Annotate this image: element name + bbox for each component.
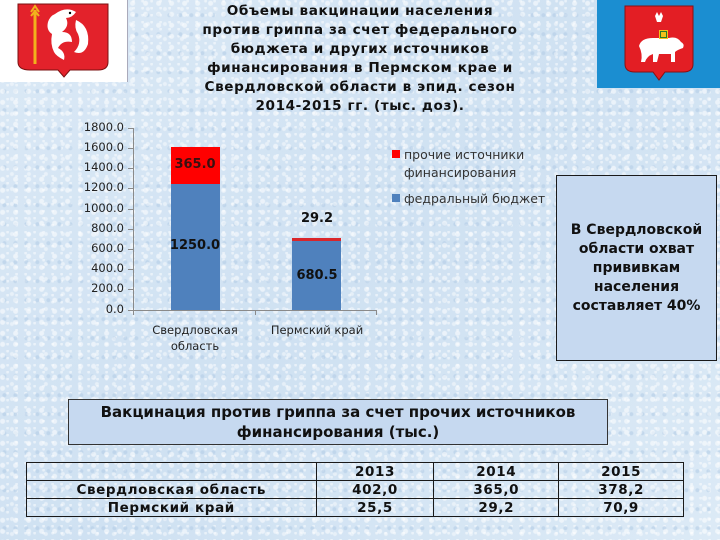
table-cell: 402,0	[315, 480, 435, 499]
table-header-cell: 2015	[558, 462, 684, 481]
table-cell-region: Свердловская область	[26, 480, 317, 499]
y-tick	[128, 209, 133, 210]
y-tick-label: 1800.0	[83, 120, 124, 134]
y-tick	[128, 128, 133, 129]
x-category-label: Пермский край	[262, 322, 372, 338]
table-row: Пермский край 25,5 29,2 70,9	[26, 498, 684, 517]
bar-sverdlovsk-other	[171, 147, 220, 184]
table-cell: 365,0	[433, 480, 560, 499]
legend-label: федральный бюджет	[404, 191, 546, 206]
table-cell: 70,9	[558, 498, 684, 517]
title-line: бюджета и других источников	[230, 41, 490, 57]
table-cell: 25,5	[315, 498, 435, 517]
y-tick	[128, 148, 133, 149]
legend-label: прочие источники финансирования	[404, 147, 525, 180]
y-tick	[128, 310, 133, 311]
y-tick	[128, 269, 133, 270]
sverdlovsk-coat-of-arms-icon	[17, 3, 109, 78]
y-tick-label: 1000.0	[83, 201, 124, 215]
legend-swatch-blue	[392, 194, 400, 202]
y-tick-label: 400.0	[91, 261, 124, 275]
y-tick-label: 800.0	[91, 221, 124, 235]
y-axis	[133, 128, 134, 311]
bar-perm-other	[292, 238, 341, 241]
y-tick-label: 200.0	[91, 281, 124, 295]
x-category-label-line: область	[170, 339, 220, 353]
table-cell: 29,2	[433, 498, 560, 517]
bar-value-label: 1250.0	[169, 238, 221, 253]
chart-legend: прочие источники финансирования федральн…	[392, 146, 552, 216]
y-tick	[128, 249, 133, 250]
title-line: Свердловской области в эпид. сезон	[204, 79, 516, 95]
legend-item-other: прочие источники финансирования	[392, 146, 552, 182]
y-tick-label: 1200.0	[83, 180, 124, 194]
perm-coat-of-arms-icon	[624, 5, 694, 81]
y-tick-label: 600.0	[91, 241, 124, 255]
x-tick	[133, 310, 134, 315]
bar-value-label: 365.0	[174, 157, 216, 172]
table-title: Вакцинация против гриппа за счет прочих …	[68, 399, 608, 445]
table-cell: 378,2	[558, 480, 684, 499]
y-tick	[128, 168, 133, 169]
x-category-label-line: Свердловская	[152, 323, 238, 337]
coverage-info-text: В Свердловской области охват прививкам н…	[570, 221, 703, 314]
y-tick	[128, 229, 133, 230]
title-line: против гриппа за счет федерального	[202, 22, 518, 38]
x-category-label: Свердловская область	[145, 322, 245, 354]
table-header-row: 2013 2014 2015	[26, 462, 684, 481]
title-line: 2014-2015 гг. (тыс. доз).	[255, 98, 465, 114]
table-title-text: Вакцинация против гриппа за счет прочих …	[100, 403, 576, 441]
y-tick-label: 1400.0	[83, 160, 124, 174]
bar-value-label: 29.2	[300, 211, 334, 226]
title-line: финансирования в Пермском крае и	[207, 60, 513, 76]
table-header-cell: 2014	[433, 462, 560, 481]
y-tick	[128, 289, 133, 290]
sverdlovsk-logo	[0, 0, 128, 82]
table-header-cell	[26, 462, 317, 481]
coverage-info-box: В Свердловской области охват прививкам н…	[556, 175, 717, 361]
vaccination-table: 2013 2014 2015 Свердловская область 402,…	[26, 462, 684, 517]
x-category-label-line: Пермский край	[270, 323, 364, 337]
legend-swatch-red	[392, 150, 400, 158]
perm-logo	[597, 0, 720, 88]
bar-perm-federal	[292, 241, 341, 310]
table-row: Свердловская область 402,0 365,0 378,2	[26, 480, 684, 499]
x-tick	[255, 310, 256, 315]
x-tick	[376, 310, 377, 315]
y-tick-label: 1600.0	[83, 140, 124, 154]
title-line: Объемы вакцинации населения	[226, 3, 494, 19]
bar-sverdlovsk-federal	[171, 184, 220, 310]
chart-title: Объемы вакцинации населения против грипп…	[140, 2, 580, 116]
legend-item-federal: федральный бюджет	[392, 190, 552, 208]
table-cell-region: Пермский край	[26, 498, 317, 517]
y-tick-label: 0.0	[105, 302, 124, 316]
y-tick	[128, 188, 133, 189]
bar-value-label: 680.5	[296, 268, 338, 283]
table-header-cell: 2013	[315, 462, 435, 481]
